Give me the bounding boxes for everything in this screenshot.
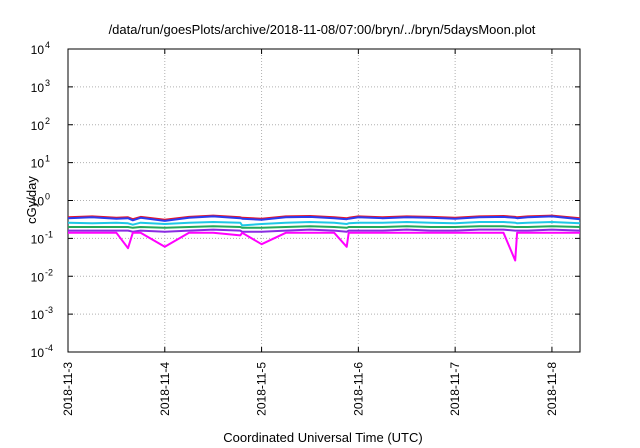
y-tick-label: 10 [31,157,45,171]
y-tick-exponent: 3 [45,78,50,88]
y-tick-label: 10 [31,195,45,209]
x-tick-labels: 2018-11-3 2018-11-4 2018-11-5 2018-11-6 2018… [61,362,559,416]
y-tick-label: 10 [31,346,45,360]
grid [67,48,580,353]
y-tick-exponent: -3 [45,305,53,315]
series-group [67,214,581,262]
y-tick-label: 10 [31,81,45,95]
x-tick-label: 2018-11-6 [351,362,365,416]
chart-title: /data/run/goesPlots/archive/2018-11-08/0… [109,22,536,37]
x-tick-label: 2018-11-5 [255,362,269,416]
y-tick-label: 10 [31,270,45,284]
x-axis-label: Coordinated Universal Time (UTC) [223,430,422,445]
series-line-2 [67,221,581,227]
y-tick-label: 10 [31,119,45,133]
y-tick-exponent: -4 [45,343,53,353]
y-tick-exponent: 4 [45,40,50,50]
series-line-5 [68,231,580,262]
series-line-4 [68,228,581,233]
series-line-1 [67,215,581,222]
y-axis-label: cGy/day [24,176,39,224]
series-line-3 [68,225,581,229]
y-tick-exponent: 2 [45,116,50,126]
x-tick-label: 2018-11-4 [158,362,172,416]
y-tick-exponent: 1 [45,154,50,164]
x-tick-label: 2018-11-8 [545,362,559,416]
y-tick-exponent: -1 [45,229,53,239]
y-tick-label: 10 [31,43,45,57]
x-tick-label: 2018-11-7 [448,362,462,416]
y-tick-label: 10 [31,232,45,246]
y-tick-label: 10 [31,308,45,322]
y-tick-exponent: 0 [45,192,50,202]
x-tick-label: 2018-11-3 [61,362,75,416]
y-tick-exponent: -2 [45,267,53,277]
